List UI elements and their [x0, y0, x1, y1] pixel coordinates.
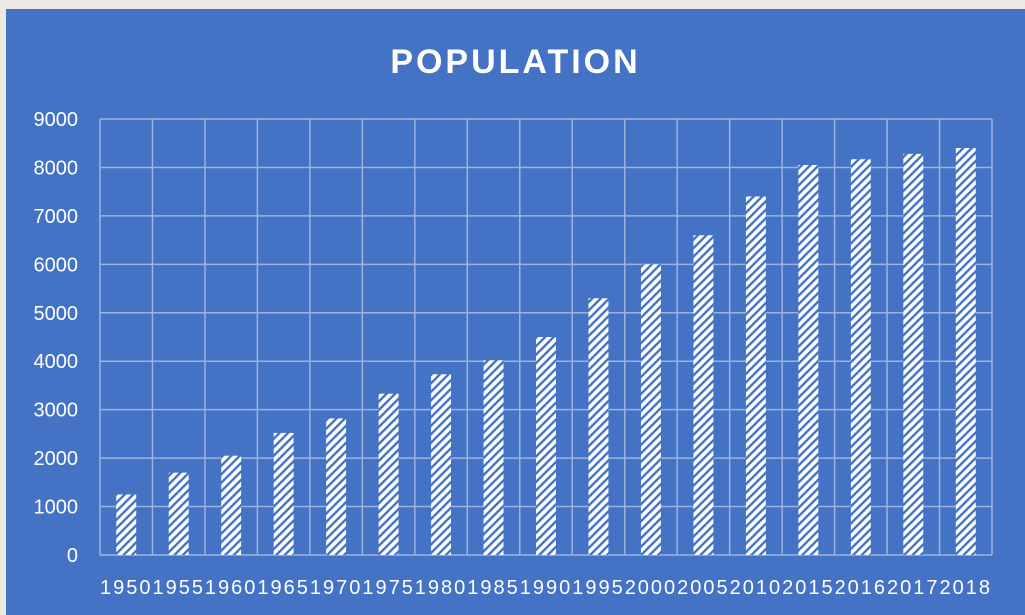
chart-plot-area: 0 1000 2000 3000 4000 5000 6000 7000 8000 9000 19… [34, 109, 993, 599]
y-tick-label: 7000 [34, 206, 79, 228]
y-tick-label: 6000 [34, 254, 79, 276]
bar-2018 [955, 148, 976, 556]
x-axis-ticks: 1950 1955 1960 1965 1970 1975 1980 1985 1990 1995… [100, 577, 993, 599]
y-tick-label: 2000 [34, 448, 79, 470]
y-tick-label: 5000 [34, 303, 79, 325]
bar-2010 [745, 196, 766, 555]
x-tick-label: 1955 [152, 577, 205, 599]
chart-frame: POPULATION 0 1000 2000 3000 4000 5000 6000 7000… [6, 9, 1025, 615]
x-tick-label: 2000 [625, 577, 678, 599]
bar-1985 [483, 360, 504, 555]
x-tick-label: 2010 [730, 577, 783, 599]
x-tick-label: 1995 [572, 577, 625, 599]
x-tick-label: 1950 [100, 577, 153, 599]
x-tick-label: 2017 [887, 577, 940, 599]
x-tick-label: 2015 [782, 577, 835, 599]
y-tick-label: 3000 [34, 400, 79, 422]
chart-title: POPULATION [390, 43, 641, 81]
y-axis-ticks: 0 1000 2000 3000 4000 5000 6000 7000 8000 9000 [34, 109, 79, 567]
x-tick-label: 1975 [362, 577, 415, 599]
x-tick-label: 1990 [520, 577, 573, 599]
bar-1975 [378, 393, 399, 555]
x-tick-label: 1960 [205, 577, 258, 599]
bar-1960 [221, 455, 242, 555]
bar-2017 [903, 153, 924, 555]
bar-1990 [536, 337, 556, 555]
bar-1980 [431, 374, 452, 555]
grid-lines [99, 118, 993, 556]
x-tick-label: 1970 [310, 577, 363, 599]
y-tick-label: 8000 [34, 157, 79, 179]
bar-2016 [850, 159, 871, 555]
x-tick-label: 2016 [835, 577, 888, 599]
bar-1995 [588, 298, 609, 555]
y-tick-label: 1000 [34, 497, 79, 519]
y-tick-label: 4000 [34, 351, 79, 373]
y-tick-label: 9000 [34, 109, 79, 131]
bar-2015 [798, 165, 819, 555]
x-tick-label: 1965 [257, 577, 310, 599]
bar-2000 [640, 264, 661, 555]
bars [116, 148, 976, 556]
bar-2005 [693, 235, 714, 555]
x-tick-label: 2018 [940, 577, 993, 599]
x-tick-label: 2005 [677, 577, 730, 599]
bar-1955 [168, 472, 189, 555]
y-tick-label: 0 [67, 545, 78, 567]
bar-1965 [273, 432, 294, 555]
x-tick-label: 1980 [415, 577, 468, 599]
bar-1970 [326, 418, 347, 555]
bar-1950 [116, 494, 137, 555]
x-tick-label: 1985 [467, 577, 520, 599]
